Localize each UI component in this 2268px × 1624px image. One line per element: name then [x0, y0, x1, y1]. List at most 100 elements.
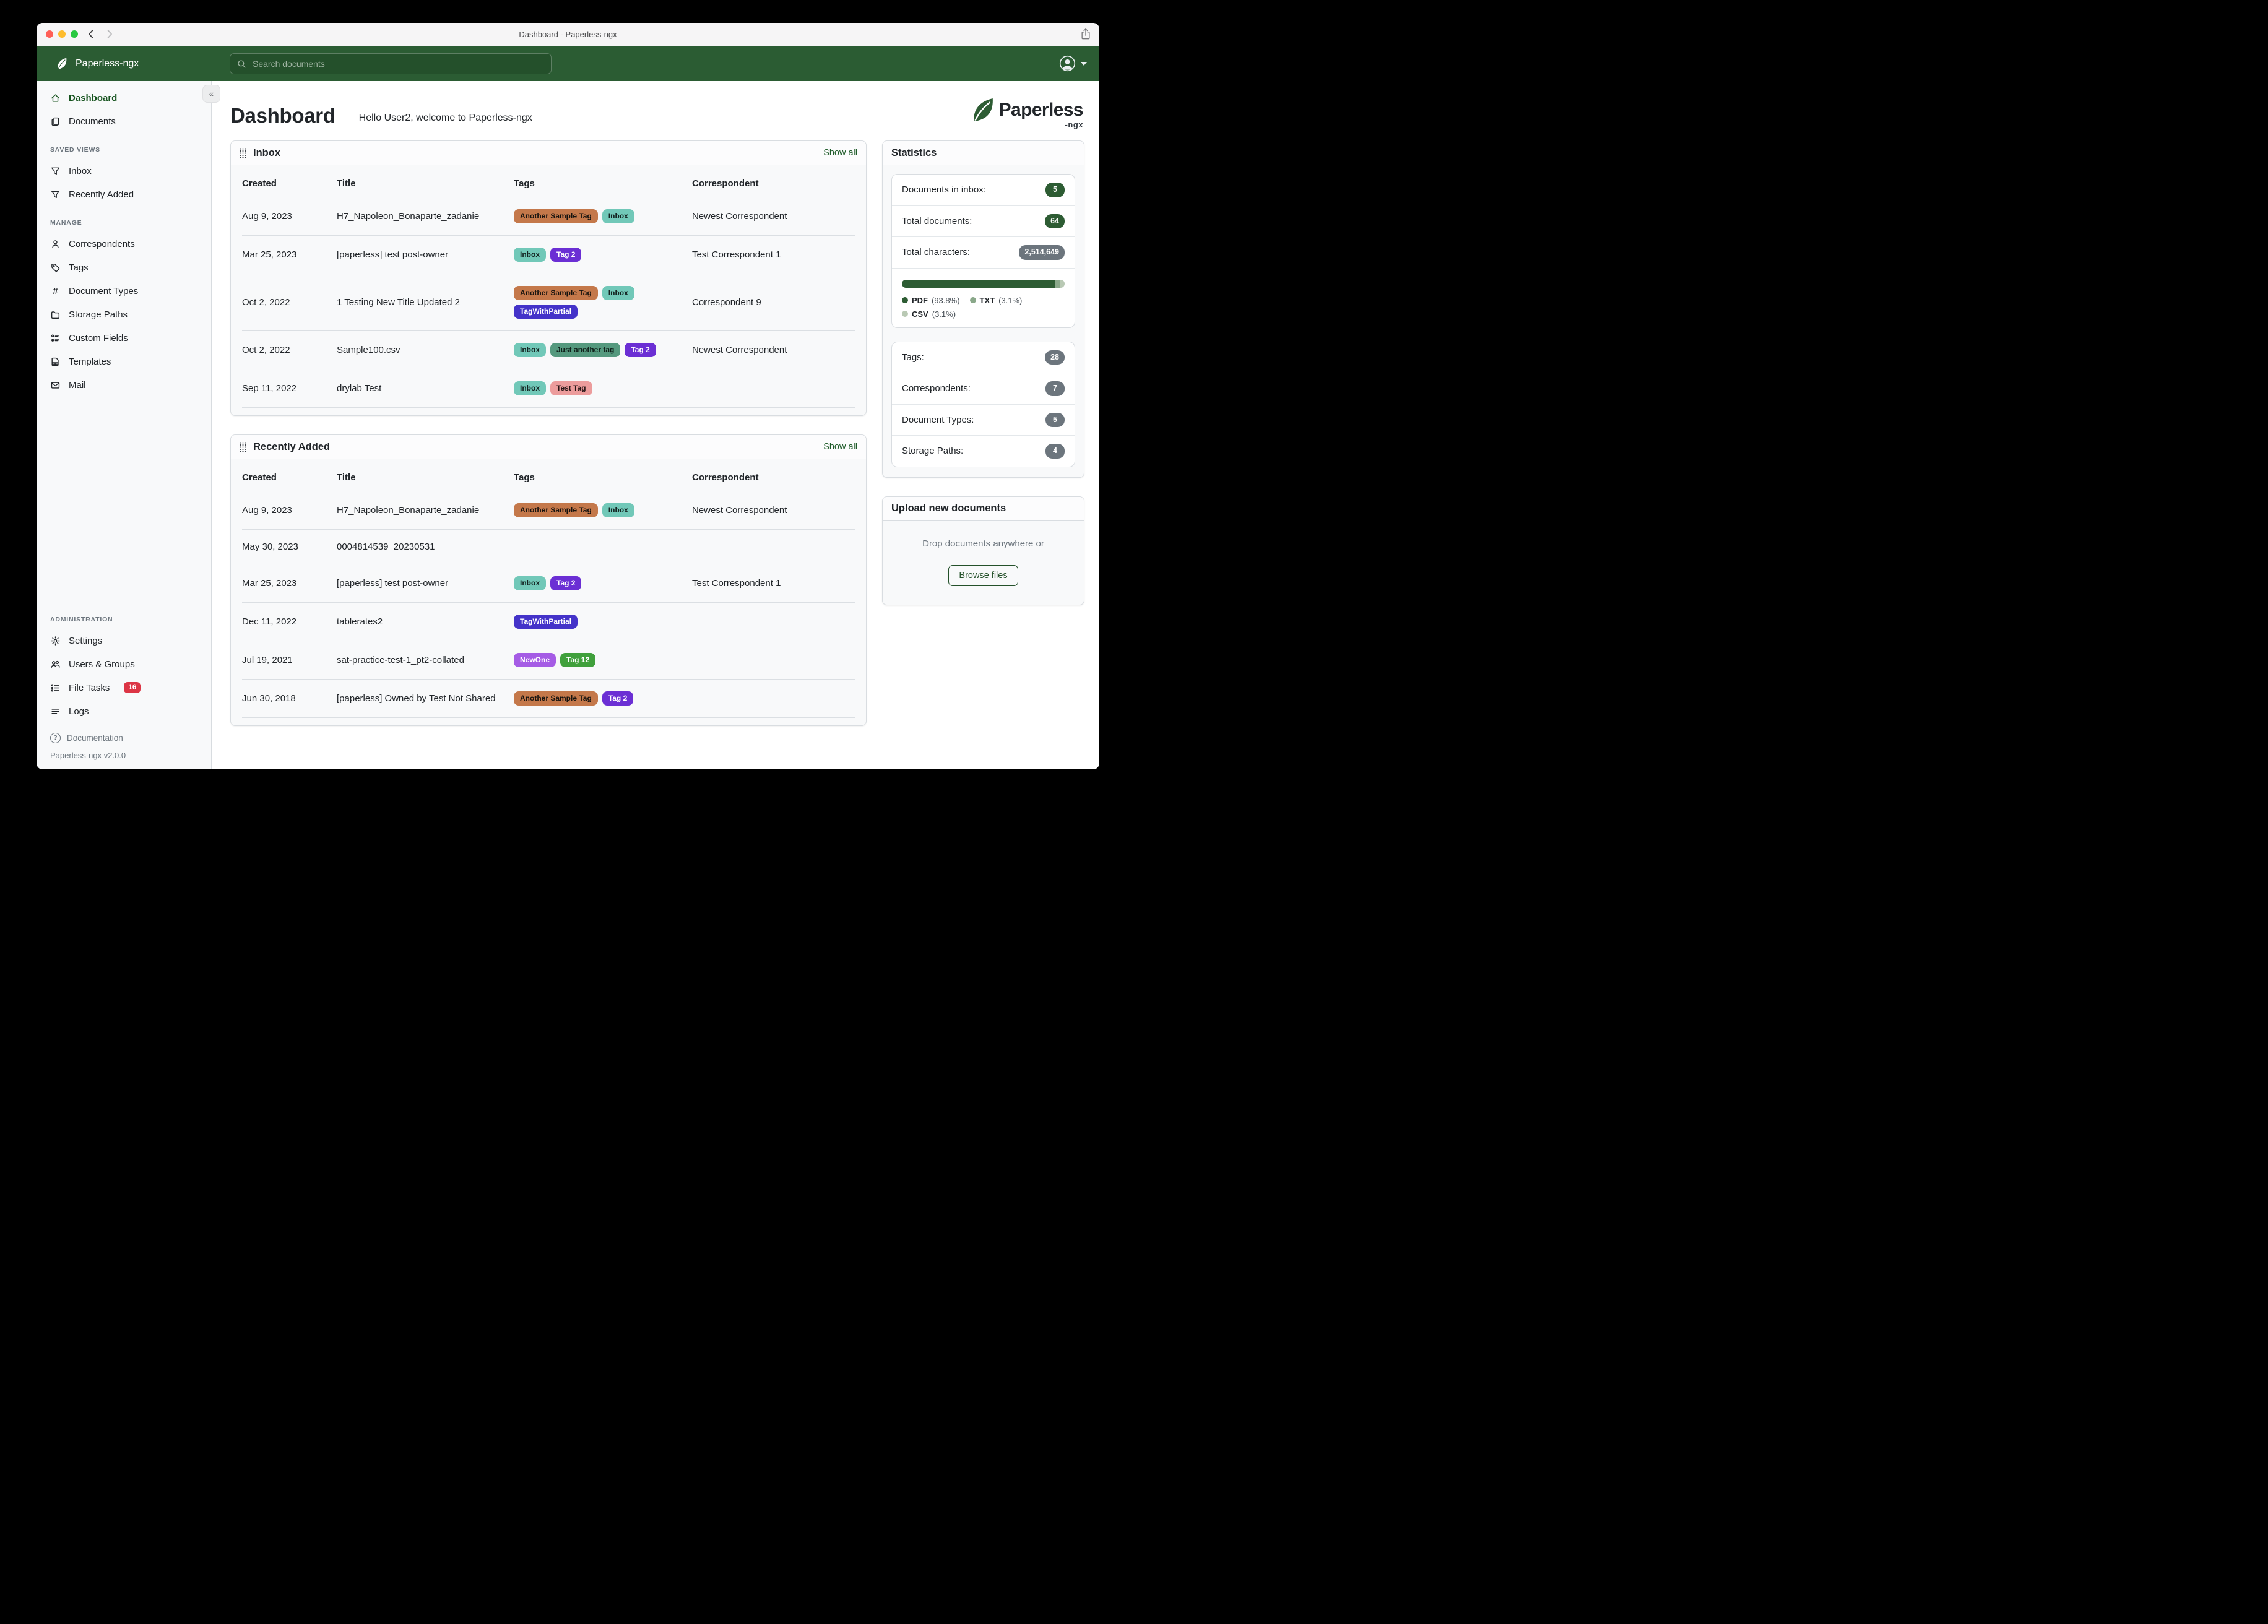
table-row[interactable]: Mar 25, 2023 [paperless] test post-owner…	[242, 236, 855, 274]
cell-correspondent: Newest Correspondent	[692, 345, 787, 355]
sidebar-item-storage-paths[interactable]: Storage Paths	[37, 303, 211, 326]
sidebar-item-tags[interactable]: Tags	[37, 256, 211, 279]
show-all-link[interactable]: Show all	[823, 442, 857, 452]
table-row[interactable]: Aug 9, 2023 H7_Napoleon_Bonaparte_zadani…	[242, 197, 855, 236]
column-header: Correspondent	[692, 472, 759, 483]
search-icon	[237, 59, 246, 69]
table-row[interactable]: Jul 19, 2021 sat-practice-test-1_pt2-col…	[242, 641, 855, 680]
tag-pill[interactable]: Inbox	[514, 576, 546, 590]
mail-icon	[50, 380, 61, 391]
sidebar-item-settings[interactable]: Settings	[37, 629, 211, 652]
tag-pill[interactable]: Inbox	[602, 503, 634, 517]
upload-dropzone[interactable]: Drop documents anywhere or Browse files	[883, 521, 1084, 605]
tag-pill[interactable]: Inbox	[602, 209, 634, 223]
forward-arrow-icon[interactable]	[106, 29, 113, 39]
sidebar-item-file-tasks[interactable]: File Tasks 16	[37, 676, 211, 699]
sidebar-item-documents[interactable]: Documents	[37, 110, 211, 133]
sidebar-item-label: Templates	[69, 356, 111, 367]
browse-files-button[interactable]: Browse files	[948, 564, 1018, 586]
sidebar-item-custom-fields[interactable]: Custom Fields	[37, 326, 211, 350]
users-icon	[50, 659, 61, 670]
tag-pill[interactable]: Test Tag	[550, 381, 592, 395]
tag-pill[interactable]: Tag 12	[560, 653, 596, 667]
sidebar-item-label: Documents	[69, 116, 116, 127]
sidebar-item-label: Correspondents	[69, 238, 135, 249]
cell-tags: Another Sample Tag Inbox TagWithPartial	[514, 286, 692, 319]
stat-row: Total documents: 64	[892, 205, 1075, 237]
tag-pill[interactable]: Another Sample Tag	[514, 691, 598, 706]
funnel-icon	[50, 166, 61, 176]
cell-title: H7_Napoleon_Bonaparte_zadanie	[337, 505, 480, 516]
search-input[interactable]	[251, 58, 544, 69]
page-header: Dashboard Hello User2, welcome to Paperl…	[230, 93, 1084, 129]
drag-grip-icon[interactable]	[240, 441, 246, 452]
tag-pill[interactable]: Inbox	[514, 248, 546, 262]
cell-correspondent: Test Correspondent 1	[692, 578, 781, 589]
tag-pill[interactable]: Tag 2	[625, 343, 656, 357]
table-row[interactable]: Oct 2, 2022 Sample100.csv Inbox Just anot…	[242, 331, 855, 369]
sidebar-item-label: Settings	[69, 635, 103, 646]
back-arrow-icon[interactable]	[87, 29, 94, 39]
file-tasks-count-badge: 16	[124, 681, 141, 694]
sidebar-collapse-button[interactable]: «	[202, 85, 220, 103]
column-header: Title	[337, 178, 356, 189]
column-header: Tags	[514, 472, 535, 483]
tag-pill[interactable]: Another Sample Tag	[514, 286, 598, 300]
sidebar-item-inbox[interactable]: Inbox	[37, 159, 211, 183]
tag-pill[interactable]: Inbox	[602, 286, 634, 300]
table-row[interactable]: Dec 11, 2022 tablerates2 TagWithPartial	[242, 603, 855, 641]
cell-created: Mar 25, 2023	[242, 249, 297, 260]
upload-title: Upload new documents	[891, 503, 1006, 514]
tag-pill[interactable]: Inbox	[514, 343, 546, 357]
documentation-link[interactable]: ? Documentation	[50, 733, 211, 743]
logo-text: Paperless -ngx	[998, 100, 1084, 129]
sidebar-item-templates[interactable]: Templates	[37, 350, 211, 373]
cell-created: Mar 25, 2023	[242, 578, 297, 589]
tag-pill[interactable]: Another Sample Tag	[514, 209, 598, 223]
sidebar-item-mail[interactable]: Mail	[37, 373, 211, 397]
maximize-window-button[interactable]	[71, 30, 78, 38]
search-bar[interactable]	[230, 53, 552, 74]
cell-tags: NewOne Tag 12	[514, 653, 692, 667]
tag-pill[interactable]: TagWithPartial	[514, 615, 578, 629]
greeting-text: Hello User2, welcome to Paperless-ngx	[358, 113, 532, 123]
table-row[interactable]: Oct 2, 2022 1 Testing New Title Updated …	[242, 274, 855, 331]
table-row[interactable]: Jun 30, 2018 [paperless] Owned by Test N…	[242, 680, 855, 718]
sidebar-item-recently-added[interactable]: Recently Added	[37, 183, 211, 206]
logo-suffix: -ngx	[1065, 120, 1083, 129]
tag-pill[interactable]: TagWithPartial	[514, 304, 578, 319]
tag-pill[interactable]: Just another tag	[550, 343, 621, 357]
share-icon[interactable]	[1080, 27, 1091, 41]
drag-grip-icon[interactable]	[240, 147, 246, 158]
sidebar: Dashboard Documents SAVED VIEWS Inbox Recent…	[37, 81, 212, 769]
sidebar-item-users-groups[interactable]: Users & Groups	[37, 652, 211, 676]
table-row[interactable]: Sep 11, 2022 drylab Test Inbox Test Tag	[242, 369, 855, 408]
sidebar-item-document-types[interactable]: # Document Types	[37, 279, 211, 303]
column-header: Created	[242, 472, 277, 483]
tag-pill[interactable]: NewOne	[514, 653, 556, 667]
table-row[interactable]: May 30, 2023 0004814539_20230531	[242, 530, 855, 564]
minimize-window-button[interactable]	[58, 30, 66, 38]
sidebar-item-dashboard[interactable]: Dashboard	[37, 86, 211, 110]
table-row[interactable]: Mar 25, 2023 [paperless] test post-owner…	[242, 564, 855, 603]
sidebar-item-label: Users & Groups	[69, 659, 135, 670]
window-controls	[46, 30, 78, 38]
cell-created: Aug 9, 2023	[242, 211, 292, 222]
sidebar-item-correspondents[interactable]: Correspondents	[37, 232, 211, 256]
sidebar-item-label: File Tasks	[69, 682, 110, 693]
chevron-down-icon	[1081, 61, 1087, 66]
tag-pill[interactable]: Tag 2	[602, 691, 634, 706]
show-all-link[interactable]: Show all	[823, 148, 857, 158]
sidebar-item-label: Custom Fields	[69, 332, 128, 343]
tag-pill[interactable]: Tag 2	[550, 248, 582, 262]
tag-pill[interactable]: Inbox	[514, 381, 546, 395]
stats-group-objects: Tags: 28 Correspondents: 7 Document Type…	[891, 341, 1075, 467]
person-icon	[50, 239, 61, 249]
close-window-button[interactable]	[46, 30, 53, 38]
tag-pill[interactable]: Tag 2	[550, 576, 582, 590]
brand[interactable]: Paperless-ngx	[55, 57, 139, 71]
table-row[interactable]: Aug 9, 2023 H7_Napoleon_Bonaparte_zadani…	[242, 491, 855, 530]
tag-pill[interactable]: Another Sample Tag	[514, 503, 598, 517]
account-menu[interactable]	[1059, 55, 1087, 72]
sidebar-item-logs[interactable]: Logs	[37, 699, 211, 723]
